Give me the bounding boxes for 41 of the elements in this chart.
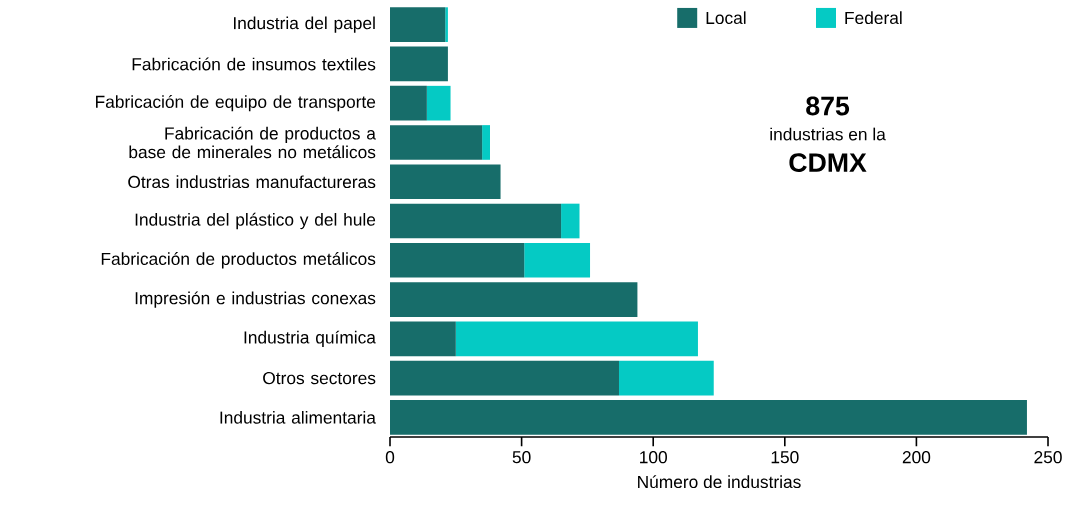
x-tick-label: 200 <box>902 451 931 464</box>
bar <box>390 203 562 239</box>
legend-label: Federal <box>845 11 902 25</box>
bar <box>482 125 491 160</box>
bar <box>445 7 448 42</box>
bar <box>390 125 483 160</box>
x-tick-label: 0 <box>385 451 395 464</box>
y-tick-label: Industria alimentaria <box>220 411 376 424</box>
bar <box>524 242 591 278</box>
x-tick-label: 50 <box>512 451 531 464</box>
y-tick-label: Industria del plástico y del hule <box>135 212 376 230</box>
bar <box>455 321 698 357</box>
annotation: industrias en la <box>770 127 886 141</box>
bar <box>390 321 456 357</box>
bar <box>426 85 451 121</box>
x-axis-title: Número de industrias <box>638 475 801 489</box>
y-tick-label: Fabricación de insumos textiles <box>132 57 376 71</box>
y-tick-label: Otros sectores <box>263 371 376 385</box>
y-tick-label: Fabricación de productos a base de minerales no metálicos <box>129 126 376 159</box>
bar <box>390 242 525 278</box>
bar <box>390 400 1027 435</box>
x-tick-label: 100 <box>640 451 667 464</box>
bar <box>618 360 714 396</box>
bar <box>390 164 501 200</box>
bar <box>390 282 638 317</box>
y-tick-label: Otras industrias manufactureras <box>128 175 376 189</box>
x-tick-label: 250 <box>1034 451 1062 464</box>
y-tick-label: Industria del papel <box>233 16 375 33</box>
legend-label: Local <box>706 11 746 25</box>
bar <box>390 360 619 396</box>
x-tick-label: 150 <box>771 451 799 464</box>
y-tick-label: Industria química <box>244 330 376 347</box>
y-tick-label: Fabricación de equipo de transporte <box>96 95 376 112</box>
bar <box>390 85 427 121</box>
annotation: 875 <box>806 96 850 116</box>
y-tick-label: Impresión e industrias conexas <box>135 291 376 308</box>
bar <box>390 7 446 42</box>
y-tick-label: Fabricación de productos metálicos <box>101 252 376 269</box>
bar <box>390 46 448 82</box>
annotation: CDMX <box>789 153 867 173</box>
bar <box>561 203 580 239</box>
